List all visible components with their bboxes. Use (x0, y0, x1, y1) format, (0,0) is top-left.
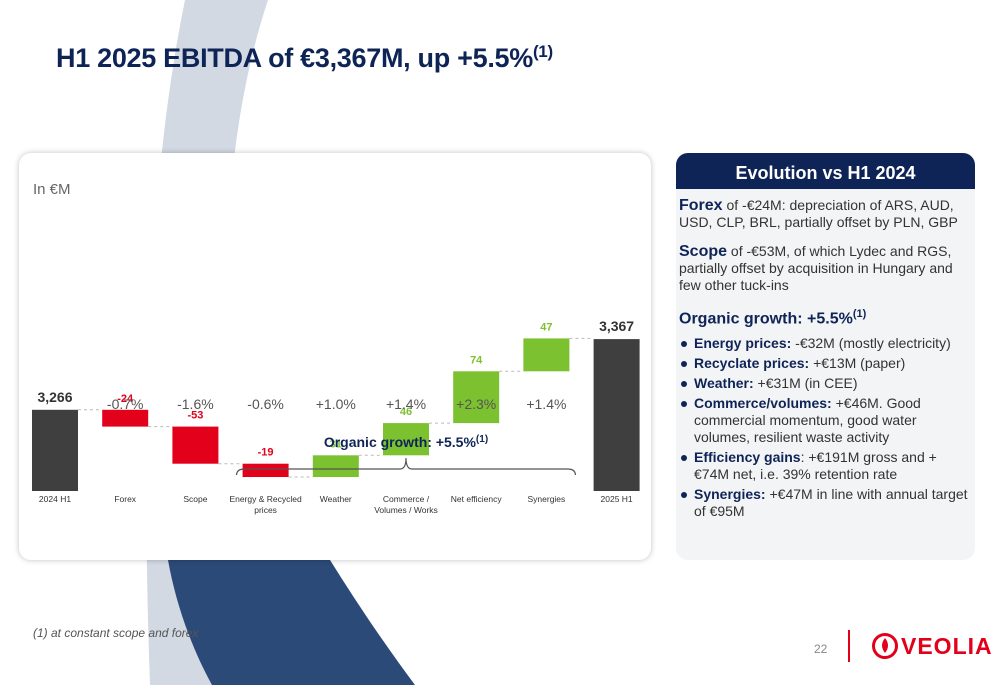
pct-label-4: +1.0% (316, 396, 356, 412)
value-label-7: 47 (540, 321, 552, 333)
waterfall-chart: 3,266 2024 H1 -24-0.7% Forex -53-1.6% Scope -1… (32, 318, 640, 515)
pct-label-2: -1.6% (177, 396, 214, 412)
value-label-5: 46 (400, 406, 412, 418)
footnote: (1) at constant scope and forex (33, 626, 199, 640)
value-label-0: 3,266 (37, 389, 72, 405)
category-label-6-0: Net efficiency (451, 494, 503, 504)
category-label-1-0: Forex (114, 494, 136, 504)
bar-0 (32, 409, 78, 491)
value-label-6: 74 (470, 354, 483, 366)
navy-swoosh (168, 560, 415, 685)
pct-label-5: +1.4% (386, 396, 426, 412)
category-label-3-0: Energy & Recycled (229, 494, 302, 504)
pct-label-3: -0.6% (247, 396, 284, 412)
bullet-recyclate-prices: Recyclate prices: +€13M (paper) (679, 355, 969, 372)
value-label-2: -53 (187, 410, 203, 422)
category-label-0-0: 2024 H1 (39, 494, 71, 504)
veolia-flame-icon (872, 633, 898, 659)
scope-paragraph: Scope of -€53M, of which Lydec and RGS, … (679, 243, 953, 293)
bar-5 (383, 423, 429, 456)
pct-label-6: +2.3% (456, 396, 496, 412)
bullet-efficiency-gains: Efficiency gains: +€191M gross and +€74M… (679, 449, 969, 483)
veolia-logo: VEOLIA (871, 632, 993, 660)
bullet-synergies: Synergies: +€47M in line with annual tar… (679, 486, 969, 520)
evolution-header: Evolution vs H1 2024 (676, 153, 975, 189)
category-label-7-0: Synergies (527, 494, 565, 504)
category-label-5-0: Commerce / (383, 494, 430, 504)
page-title: H1 2025 EBITDA of €3,367M, up +5.5%(1) (56, 42, 553, 73)
chart-card: In €M 3,266 2024 H1 -24 -0.7% Forex -53 -1.6% S… (19, 153, 651, 560)
category-label-3-1: prices (254, 505, 277, 515)
bar-6 (453, 371, 500, 424)
value-label-1: -24 (117, 393, 134, 405)
bullet-weather: Weather: +€31M (in CEE) (679, 375, 969, 392)
category-label-8-0: 2025 H1 (601, 494, 633, 504)
category-label-4-0: Weather (320, 494, 352, 504)
organic-growth-brace (236, 457, 576, 476)
value-label-8: 3,367 (599, 318, 634, 334)
bar-3 (242, 463, 289, 477)
category-label-5-1: Volumes / Works (374, 505, 438, 515)
bar-2 (172, 426, 219, 464)
unit-label: In €M (33, 181, 71, 198)
pct-label-1: -0.7% (107, 396, 144, 412)
bar-7 (523, 338, 570, 372)
bullet-energy-prices: Energy prices: -€32M (mostly electricity… (679, 335, 969, 352)
bar-1 (102, 409, 149, 427)
bullet-commerce-volumes: Commerce/volumes: +€46M. Good commercial… (679, 395, 969, 446)
logo-divider (848, 630, 850, 662)
evolution-panel: Evolution vs H1 2024 Forex of -€24M: dep… (676, 153, 975, 560)
organic-bullets: Energy prices: -€32M (mostly electricity… (679, 335, 969, 520)
organic-growth-label: Organic growth: +5.5%(1) (324, 434, 488, 450)
value-label-4: 31 (330, 438, 342, 450)
forex-paragraph: Forex of -€24M: depreciation of ARS, AUD… (679, 197, 958, 230)
bar-4 (312, 455, 359, 477)
value-label-3: -19 (258, 447, 274, 459)
pct-label-7: +1.4% (526, 396, 566, 412)
page-number: 22 (814, 642, 828, 656)
logo-text: VEOLIA (901, 632, 993, 659)
organic-growth-heading: Organic growth: +5.5%(1) (679, 308, 867, 328)
bar-8 (593, 339, 640, 491)
category-label-2-0: Scope (183, 494, 207, 504)
